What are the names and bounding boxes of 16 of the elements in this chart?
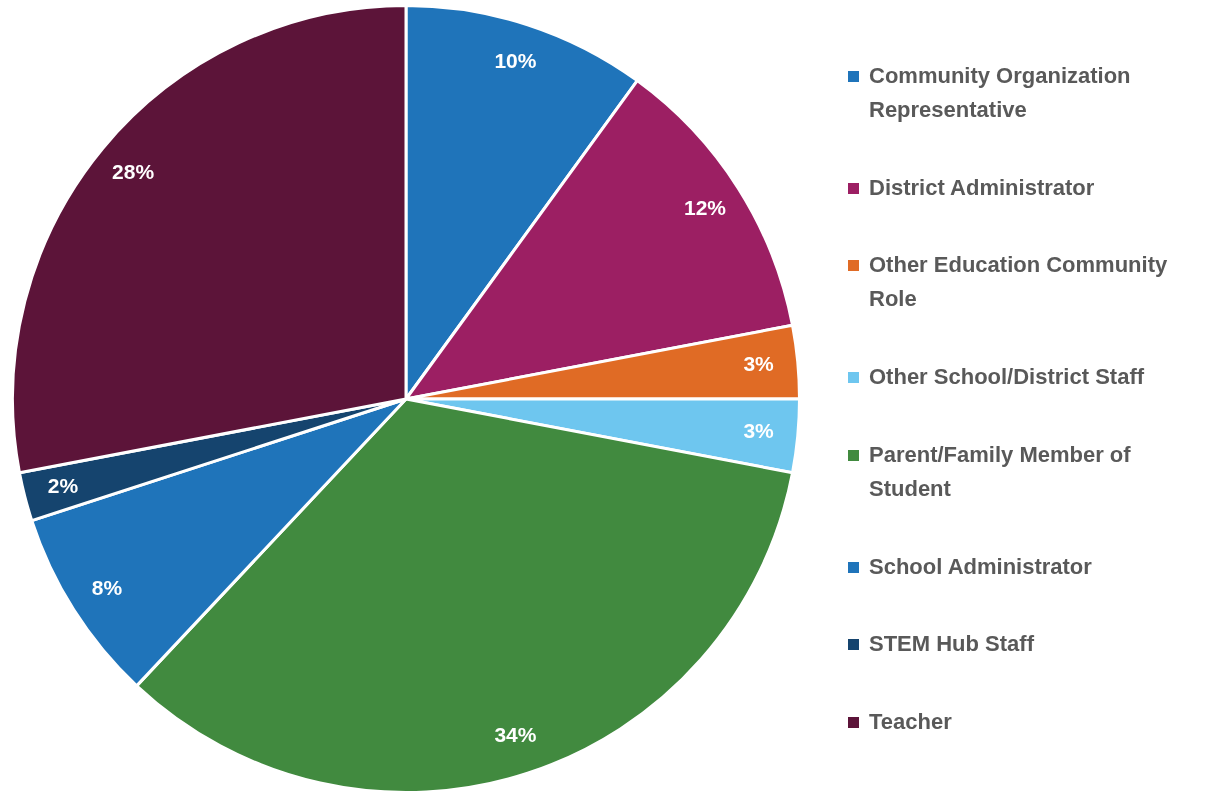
data-label: 3% [743,352,775,376]
legend-label: STEM Hub Staff [869,630,1034,659]
legend-label: School Administrator [869,552,1092,581]
data-label: 8% [91,575,123,599]
data-label: 10% [494,48,537,72]
data-label: 3% [743,419,775,443]
data-label: 2% [47,473,79,497]
legend-label: Other Education Community Role [869,251,1169,314]
legend-label: Teacher [869,707,952,736]
data-label: 28% [112,160,155,184]
data-label: 12% [684,196,727,220]
legend-label: Parent/Family Member of Student [869,440,1132,503]
legend-label: Community Organization Representative [869,62,1132,124]
legend-label: District Administrator [869,173,1095,202]
legend-label: Other School/District Staff [869,363,1145,392]
data-label: 34% [494,722,537,746]
